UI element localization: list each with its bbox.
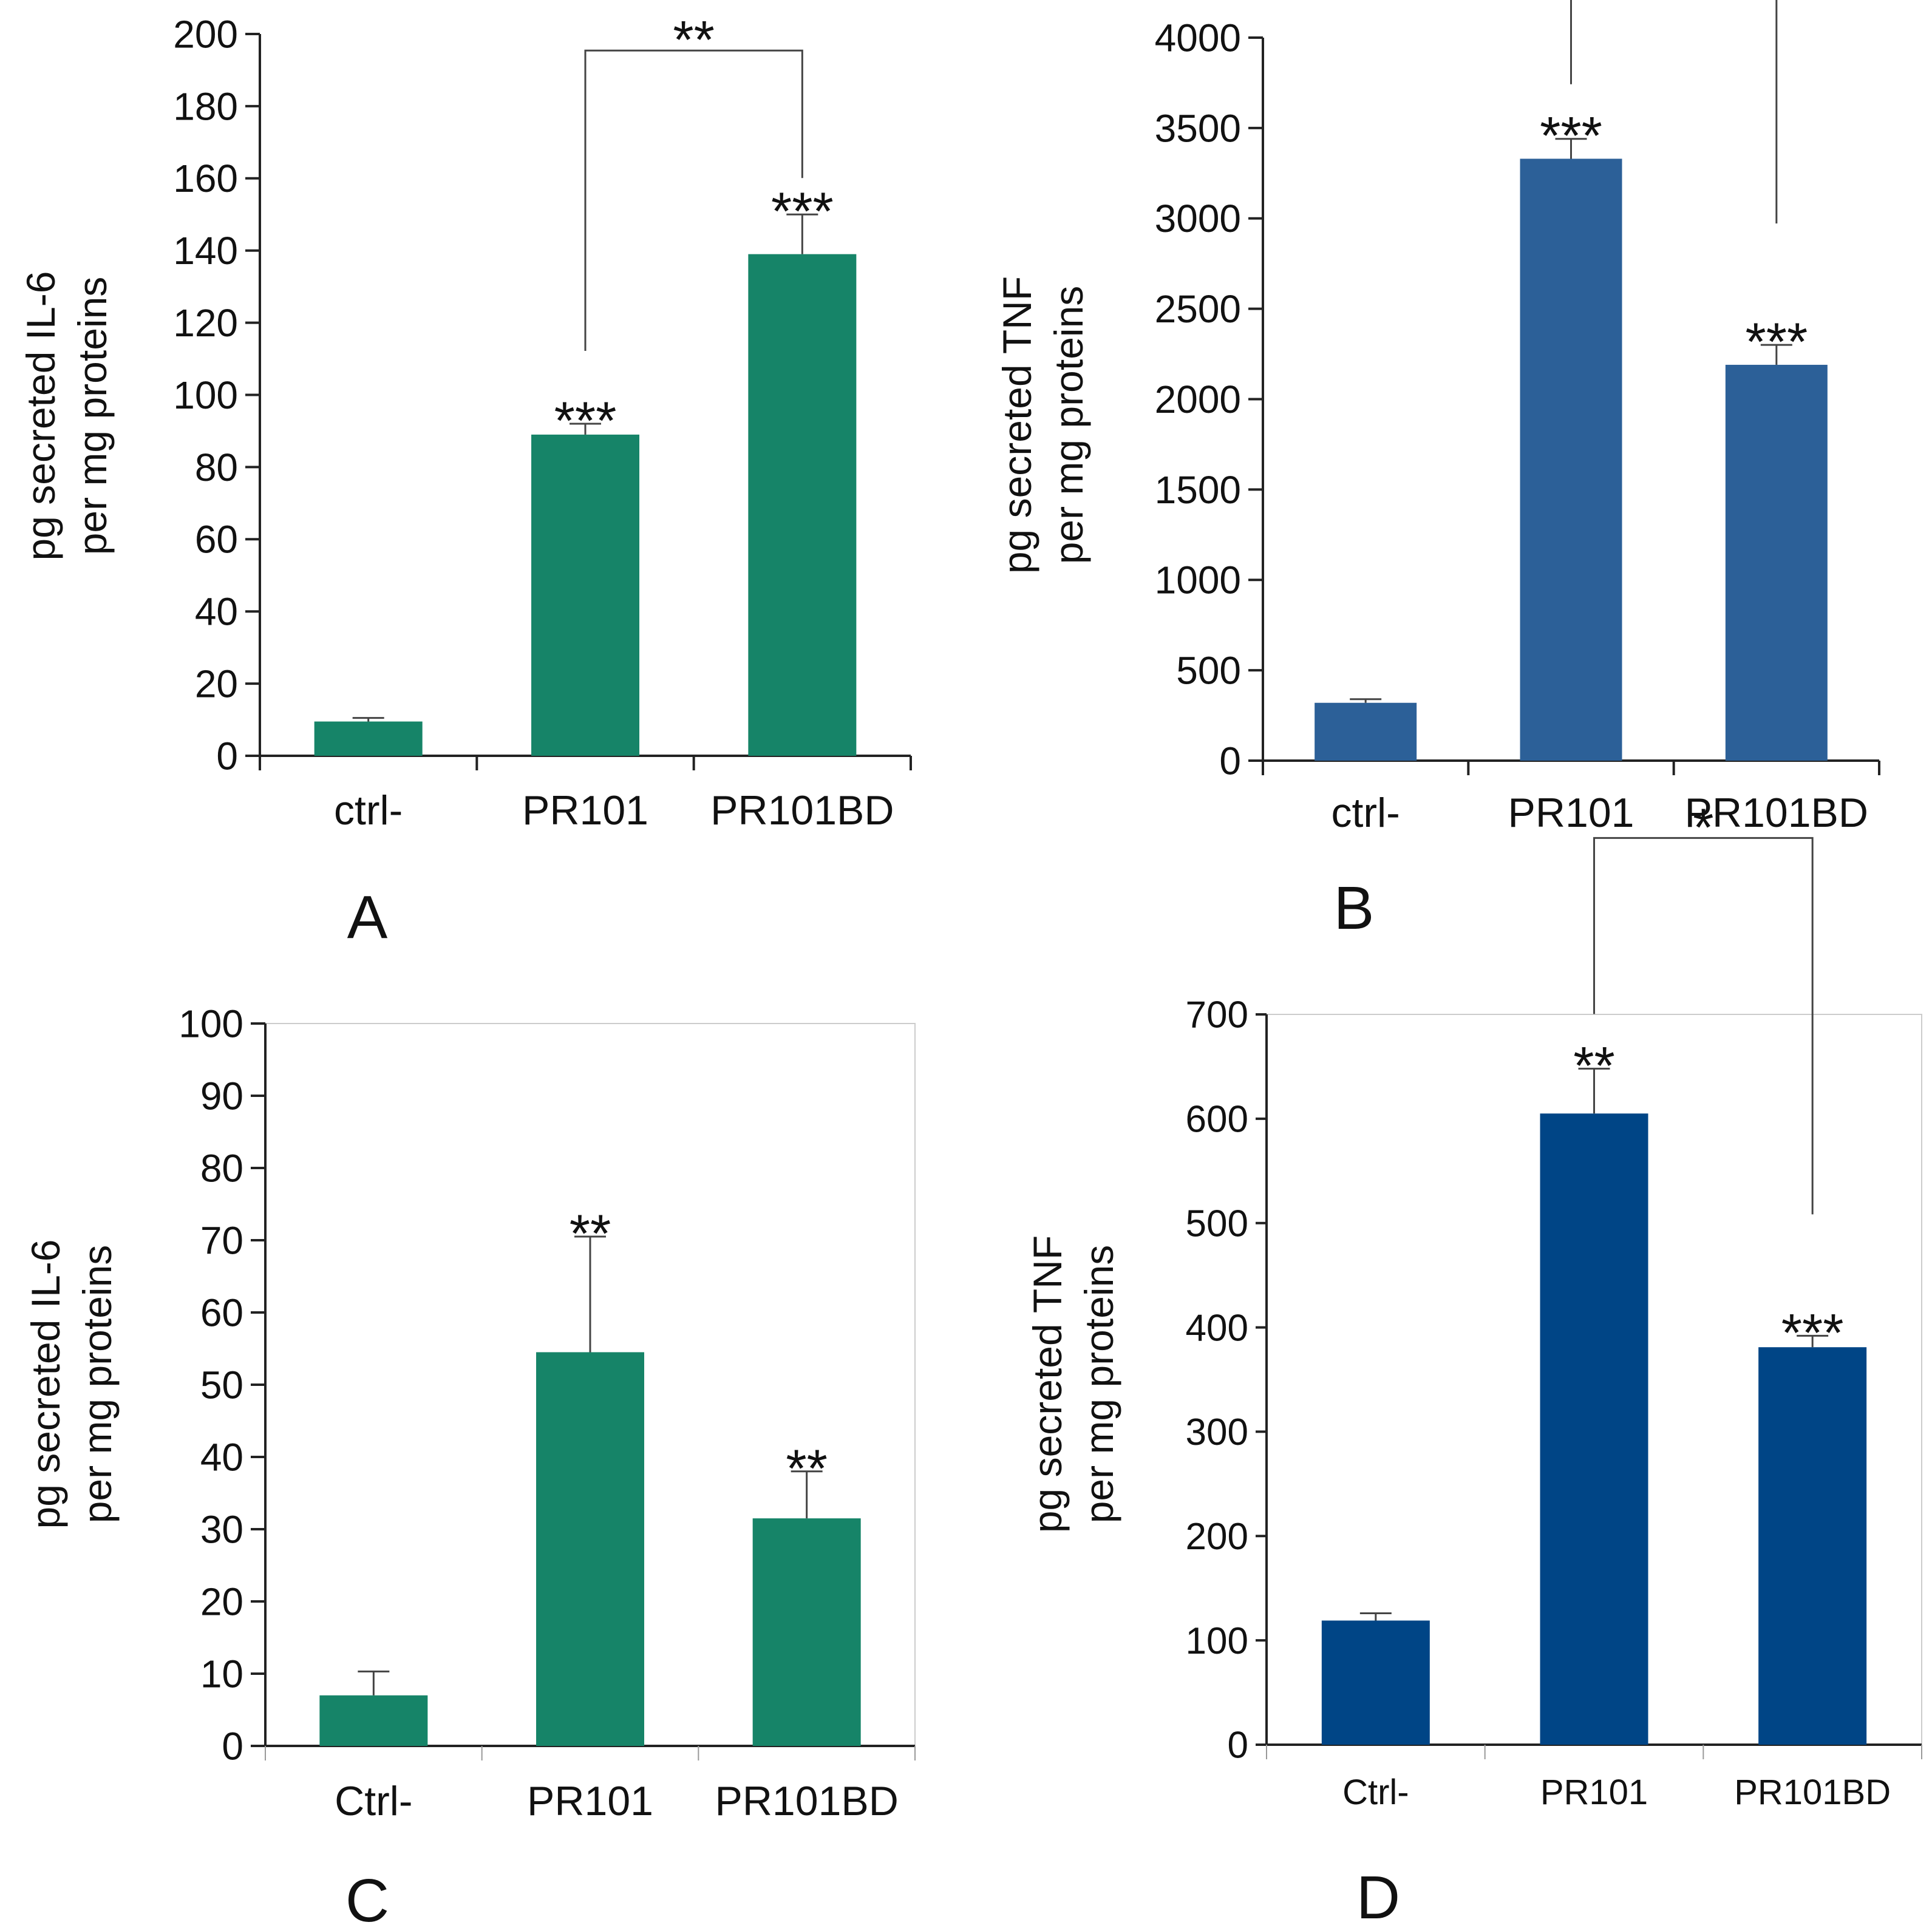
panel-c-il6: 0 10 20 30 40 50 60 70 80 90 100 Ctrl- ** PR101 ** PR10… (23, 1002, 916, 1925)
category-label: PR101BD (1734, 1773, 1891, 1812)
y-tick-label: 90 (200, 1074, 243, 1118)
bar (536, 1352, 644, 1746)
comparison-bracket (1570, 0, 1778, 224)
y-tick-label: 700 (1186, 994, 1248, 1036)
bracket-stars: ** (673, 10, 715, 70)
bar (1758, 1347, 1867, 1745)
significance-stars: *** (1781, 1302, 1844, 1362)
category-label: PR101BD (715, 1778, 898, 1824)
y-tick-label: 10 (200, 1652, 243, 1696)
y-tick-label: 50 (200, 1363, 243, 1407)
y-tick-label: 500 (1186, 1203, 1248, 1244)
y-tick-label: 80 (195, 446, 238, 489)
y-tick-label: 160 (173, 157, 238, 200)
significance-stars: *** (1540, 106, 1602, 166)
y-tick-label: 2000 (1155, 378, 1241, 421)
y-tick-label: 500 (1176, 649, 1241, 693)
y-tick-label: 20 (195, 662, 238, 706)
y-axis-label: pg secreted IL-6 (23, 1240, 68, 1529)
category-label: PR101BD (1685, 790, 1868, 836)
y-axis-label-line2: per mg proteins (1077, 1245, 1121, 1524)
bar (1315, 702, 1417, 761)
category-label: ctrl- (1332, 790, 1400, 836)
y-tick-label: 1000 (1155, 558, 1241, 602)
y-axis-label: pg secreted TNF (1025, 1235, 1070, 1533)
category-label: PR101BD (710, 787, 894, 833)
y-tick-label: 3500 (1155, 106, 1241, 150)
significance-stars: *** (771, 181, 834, 241)
y-tick-label: 70 (200, 1218, 243, 1262)
y-tick-label: 80 (200, 1146, 243, 1190)
y-tick-label: 2500 (1155, 287, 1241, 331)
y-tick-label: 30 (200, 1507, 243, 1551)
y-tick-label: 200 (173, 12, 238, 56)
y-axis-label-line2: per mg proteins (70, 277, 115, 555)
y-axis-label: pg secreted TNF (995, 276, 1039, 574)
significance-stars: ** (1573, 1035, 1615, 1095)
panel-d-tnf: 0 100 200 300 400 500 600 700 Ctrl- ** PR101 *** PR1… (1025, 797, 1922, 1925)
panel-b-tnf: 05001000150020002500300035004000ctrl-***… (995, 0, 1880, 942)
y-tick-label: 60 (195, 518, 238, 562)
panel-letter: C (345, 1867, 389, 1925)
bar (1520, 158, 1622, 761)
category-label: PR101 (527, 1778, 653, 1824)
panel-letter: D (1356, 1864, 1400, 1925)
category-label: PR101 (522, 787, 648, 833)
comparison-bracket (584, 49, 803, 351)
y-tick-label: 4000 (1155, 16, 1241, 59)
y-tick-label: 120 (173, 301, 238, 345)
category-label: Ctrl- (335, 1778, 412, 1824)
y-axis-label: pg secreted IL-6 (18, 271, 63, 561)
y-tick-label: 0 (1219, 739, 1241, 783)
y-tick-label: 140 (173, 229, 238, 273)
y-axis-label-line2: per mg proteins (1046, 286, 1091, 565)
significance-stars: *** (554, 390, 617, 450)
y-tick-label: 0 (216, 734, 238, 778)
panel-letter: A (347, 883, 388, 951)
y-tick-label: 100 (173, 373, 238, 417)
bar (314, 721, 423, 756)
y-tick-label: 60 (200, 1291, 243, 1334)
y-tick-label: 300 (1186, 1411, 1248, 1453)
bar (531, 434, 639, 756)
category-label: PR101 (1508, 790, 1634, 836)
comparison-bracket (1593, 837, 1814, 1215)
y-tick-label: 0 (1228, 1725, 1248, 1767)
bar (1321, 1620, 1430, 1745)
y-axis-label-line2: per mg proteins (75, 1245, 120, 1524)
panel-letter: B (1334, 874, 1375, 942)
significance-stars: *** (1745, 311, 1808, 372)
y-tick-label: 600 (1186, 1099, 1248, 1141)
y-tick-label: 400 (1186, 1307, 1248, 1349)
significance-stars: ** (570, 1203, 611, 1263)
y-tick-label: 180 (173, 84, 238, 128)
bar (748, 254, 857, 756)
category-label: ctrl- (334, 787, 403, 833)
y-tick-label: 40 (200, 1435, 243, 1479)
category-label: Ctrl- (1342, 1773, 1409, 1812)
y-tick-label: 0 (222, 1724, 243, 1768)
bar (319, 1695, 428, 1746)
y-tick-label: 200 (1186, 1516, 1248, 1558)
y-tick-label: 20 (200, 1580, 243, 1623)
y-tick-label: 3000 (1155, 197, 1241, 240)
bar (1540, 1113, 1648, 1745)
bracket-stars: * (1693, 797, 1713, 857)
category-label: PR101 (1540, 1773, 1648, 1812)
y-tick-label: 40 (195, 590, 238, 634)
y-tick-label: 100 (179, 1002, 243, 1045)
y-tick-label: 100 (1186, 1620, 1248, 1662)
bar (1725, 364, 1828, 761)
panel-a-il6: 0 20 40 60 80 100 120 140 160 180 200 ctrl- *** PR101… (18, 10, 912, 951)
y-tick-label: 1500 (1155, 468, 1241, 512)
bar (752, 1518, 861, 1746)
significance-stars: ** (786, 1438, 828, 1498)
